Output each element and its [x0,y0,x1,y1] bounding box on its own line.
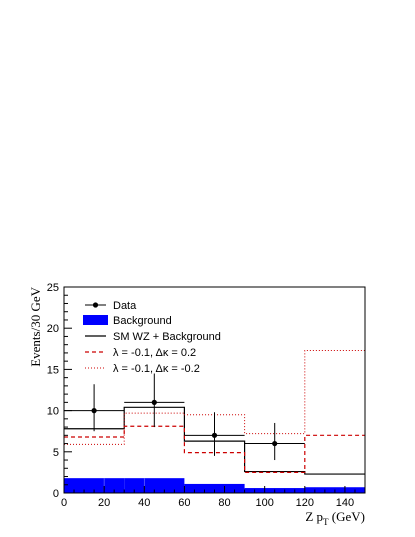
x-tick-label: 20 [98,497,110,509]
legend-label-dotted: λ = -0.1, Δκ = -0.2 [113,363,200,375]
legend-label-data: Data [113,300,137,312]
legend-label-sm-wz: SM WZ + Background [113,331,221,343]
x-tick-label: 0 [61,497,67,509]
x-axis-title-sub: T [323,517,329,527]
background-bar [124,478,185,493]
x-tick-label: 140 [336,497,354,509]
y-axis-title: Events/30 GeV [28,286,43,366]
y-tick-label: 5 [53,447,59,459]
x-tick-label: 80 [218,497,230,509]
y-tick-label: 20 [47,323,59,335]
data-points-layer [64,373,305,461]
x-axis-title: Z pT (GeV) [305,509,365,527]
data-point [91,408,97,414]
data-point [272,440,278,447]
x-tick-label: 40 [138,497,150,509]
legend-label-background: Background [113,315,172,327]
y-tick-label: 0 [53,488,59,500]
plot-frame [63,286,366,494]
legend-background-swatch [83,315,108,325]
x-tick-label: 120 [296,497,314,509]
data-point [211,432,218,438]
y-tick-label: 10 [47,406,59,418]
y-tick-label: 25 [47,282,59,294]
x-tick-label: 100 [255,497,273,509]
x-axis-title-main: Z p [305,509,323,524]
x-tick-label: 60 [178,497,190,509]
axes-layer: 0 20 40 60 80 100 120 140 0 5 10 15 20 25 [47,282,366,509]
y-tick-label: 15 [47,364,59,376]
background-bar [184,483,245,493]
data-point [151,399,157,405]
legend: Data Background SM WZ + Background λ = -… [83,300,221,375]
legend-data-marker-dot [92,302,99,308]
background-bar [64,478,125,493]
legend-label-dashed: λ = -0.1, Δκ = 0.2 [113,347,196,359]
x-axis-title-unit: (GeV) [329,509,365,524]
